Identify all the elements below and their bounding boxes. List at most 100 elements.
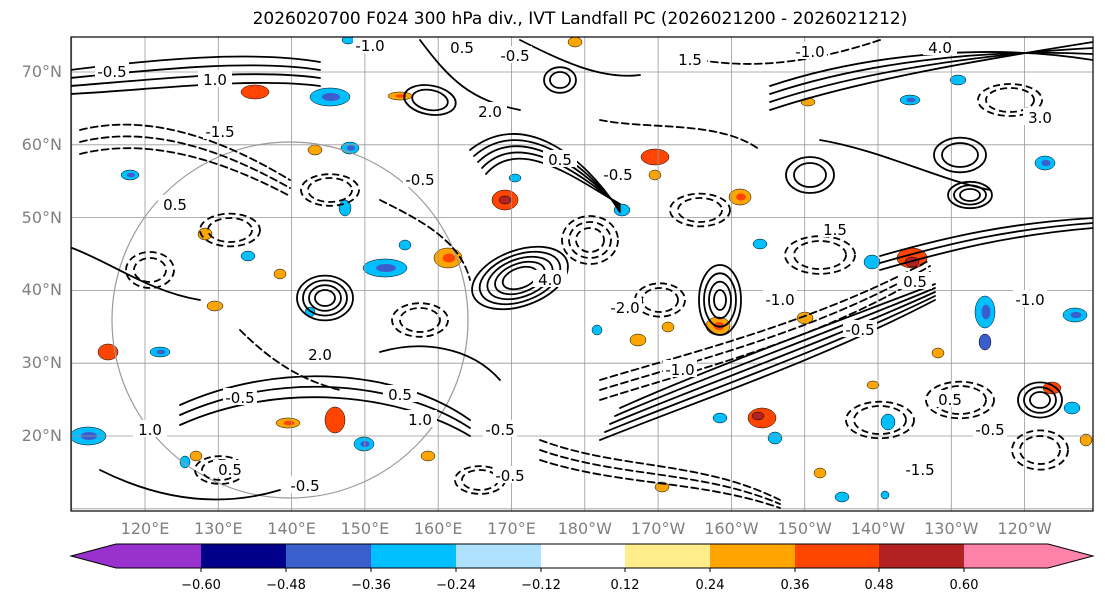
contour-label-bg: [353, 37, 387, 53]
contour-line-negative: [634, 282, 686, 318]
colorbar-segment: [541, 544, 625, 568]
lat-label: 30°N: [21, 353, 62, 373]
contour-label-bg: [973, 420, 1007, 437]
contour-line-positive: [698, 264, 742, 336]
div-shade-cell: [307, 144, 323, 156]
contour-line-negative: [853, 405, 907, 435]
contour-label-bg: [543, 150, 577, 167]
div-shade-cell: [880, 490, 890, 500]
div-shade-cell: [398, 239, 412, 251]
colorbar: [69, 543, 1095, 572]
div-shade-cell: [880, 413, 896, 431]
lat-label: 40°N: [21, 280, 62, 300]
contour-line-positive: [471, 245, 569, 311]
contour-line-negative: [199, 212, 261, 248]
div-shade-cell: [240, 250, 256, 262]
contour-line-positive: [71, 247, 201, 301]
contour-label-bg: [473, 102, 507, 119]
contour-label: 1.5: [823, 221, 847, 239]
contour-label-bg: [95, 62, 129, 79]
contour-line-positive: [713, 289, 727, 311]
contour-line-negative: [539, 439, 781, 501]
lon-label: 180°W: [557, 519, 612, 538]
contour-label: -2.0: [610, 299, 639, 317]
contour-label-bg: [498, 46, 532, 63]
contour-label-bg: [403, 170, 437, 187]
contour-line-positive: [179, 396, 471, 437]
figure-title: 2026020700 F024 300 hPa div., IVT Landfa…: [252, 9, 908, 29]
lat-label: 20°N: [21, 426, 62, 445]
contour-line-negative: [399, 307, 441, 333]
contour-label-bg: [223, 388, 257, 405]
contour-line-negative: [568, 221, 612, 259]
contour-line-positive: [769, 51, 1093, 87]
contour-line-negative: [379, 199, 471, 281]
contour-label: 1.0: [408, 411, 432, 429]
div-shade-core: [981, 304, 991, 320]
contour-line-positive: [879, 217, 1093, 257]
contour-line-negative: [677, 197, 723, 223]
div-shade-core: [1070, 311, 1082, 319]
contour-line-positive: [604, 295, 936, 433]
contour-line-positive: [302, 279, 348, 317]
colorbar-segment: [795, 544, 879, 568]
colorbar-tick-label: 0.48: [864, 578, 894, 593]
lon-label: 170°E: [487, 519, 536, 538]
div-shade-cell: [712, 412, 728, 424]
div-shade-cell: [498, 195, 512, 205]
contour-line-positive: [296, 274, 354, 322]
contour-line-negative: [599, 265, 931, 391]
div-shade-core: [649, 153, 663, 161]
colorbar-frame: [69, 543, 1095, 569]
contour-line-positive: [486, 255, 554, 301]
contour-line-positive: [769, 41, 1093, 111]
contour-line-positive: [614, 287, 936, 417]
contour-line-positive: [314, 289, 336, 307]
contour-label-bg: [793, 42, 827, 59]
colorbar-tick-label: 0.36: [780, 578, 810, 593]
div-shade-cell: [1079, 433, 1093, 447]
contour-line-positive: [785, 156, 835, 194]
contour-label-bg: [1013, 290, 1047, 307]
contour-label-bg: [663, 360, 697, 377]
contour-label: 2.0: [478, 103, 502, 121]
map-background: [71, 37, 1093, 511]
colorbar-tick-label: −0.48: [266, 578, 306, 593]
contour-line-positive: [549, 71, 571, 89]
contour-label: 0.5: [388, 386, 412, 404]
div-shade-cell: [949, 74, 967, 86]
contour-label: 0.5: [163, 196, 187, 214]
contour-line-negative: [539, 459, 781, 509]
contour-label: 0.5: [218, 461, 242, 479]
contour-line-positive: [769, 47, 1093, 103]
contour-line-negative: [1019, 435, 1061, 465]
div-shade-core: [906, 97, 916, 103]
contour-label-bg: [1023, 108, 1057, 125]
div-shade-cell: [206, 300, 224, 312]
contour-label: -1.5: [905, 461, 934, 479]
contour-line-positive: [519, 39, 641, 77]
contour-label-bg: [213, 460, 247, 477]
colorbar-segment: [964, 544, 1048, 568]
contour-label: 1.0: [203, 71, 227, 89]
contour-line-negative: [79, 123, 291, 181]
contour-label: -0.5: [405, 171, 434, 189]
colorbar-segment: [116, 544, 201, 568]
map-panel: -1.0 0.5 -0.5 1.0 -0.5 1.5 -1.0 4.0 -1.5 2.0 -0.5 3…: [70, 36, 1094, 512]
colorbar-tick-label: 0.12: [610, 578, 640, 593]
contour-line-negative: [699, 39, 881, 65]
colorbar-extend-low: [71, 544, 116, 568]
contour-label: -1.0: [665, 361, 694, 379]
contour-line-positive: [411, 88, 449, 112]
contour-line-positive: [1029, 391, 1051, 409]
contour-label-bg: [673, 50, 707, 67]
colorbar-segment: [371, 544, 456, 568]
contour-label-bg: [383, 385, 417, 402]
div-shade-cell: [751, 411, 765, 421]
contour-label: 3.0: [1028, 109, 1052, 127]
contour-line-negative: [207, 217, 253, 243]
contour-line-positive: [478, 250, 562, 306]
lon-label: 150°E: [340, 519, 390, 538]
